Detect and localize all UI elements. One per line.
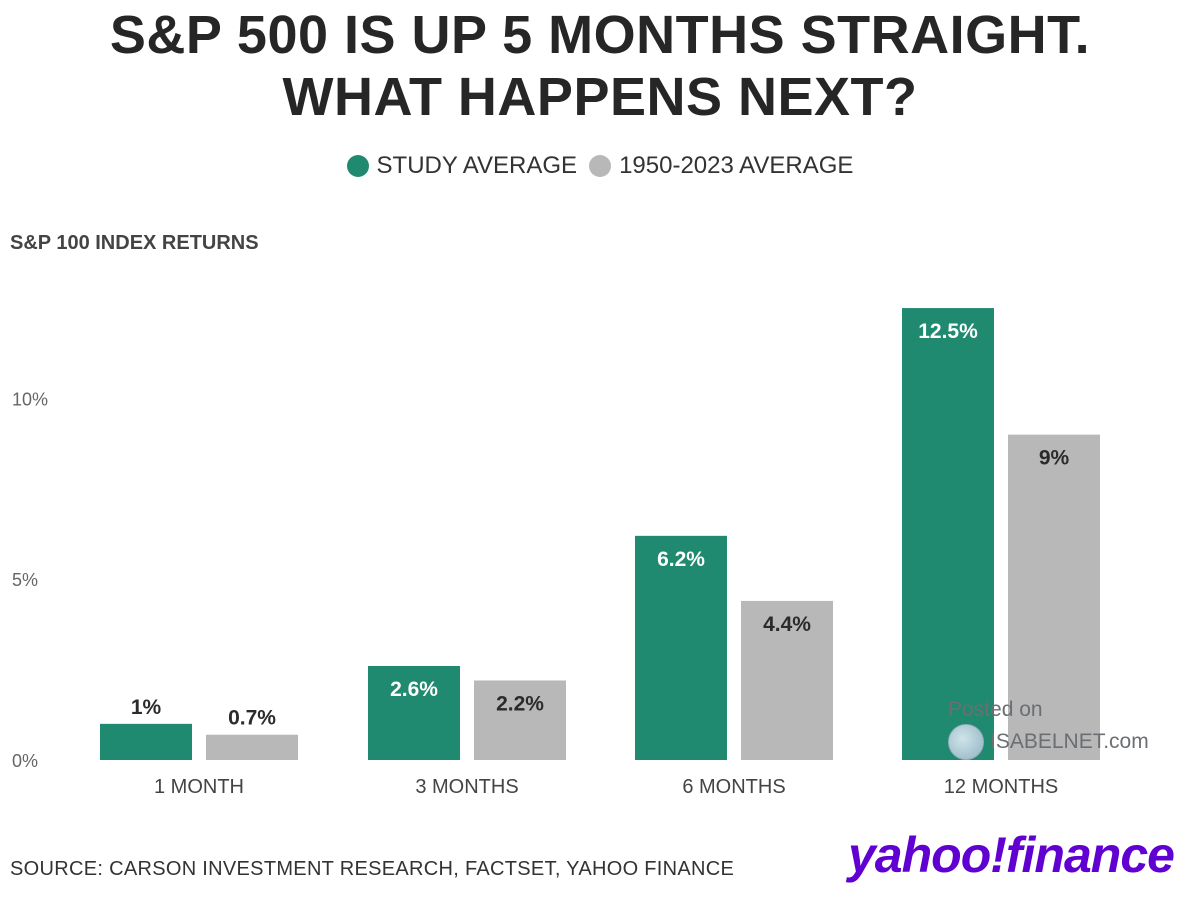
- bar-study-1: [368, 666, 460, 760]
- bar-historical-1: [474, 680, 566, 760]
- chart-subtitle: S&P 100 INDEX RETURNS: [10, 232, 259, 254]
- data-label: 4.4%: [763, 613, 811, 636]
- legend: STUDY AVERAGE 1950-2023 AVERAGE: [0, 152, 1200, 180]
- watermark: Posted on ISABELNET.com: [948, 696, 1149, 760]
- data-label: 6.2%: [657, 548, 705, 571]
- legend-label-study: STUDY AVERAGE: [376, 152, 578, 179]
- bar-study-0: [100, 723, 192, 760]
- x-tick-label: 6 MONTHS: [682, 776, 785, 798]
- watermark-posted-on: Posted on: [948, 698, 1043, 721]
- bar-historical-2: [741, 600, 833, 760]
- y-tick-label: 0%: [12, 751, 38, 771]
- title-line-2: WHAT HAPPENS NEXT?: [282, 67, 918, 127]
- data-label: 0.7%: [228, 707, 276, 730]
- legend-swatch-study: [346, 155, 369, 177]
- data-label: 1%: [131, 696, 162, 719]
- data-label: 12.5%: [918, 320, 978, 343]
- watermark-site: ISABELNET.com: [990, 730, 1149, 753]
- bar-study-2: [635, 535, 727, 760]
- chart-title: S&P 500 IS UP 5 MONTHS STRAIGHT. WHAT HA…: [0, 4, 1200, 128]
- data-label: 2.6%: [390, 678, 438, 701]
- bar-historical-3: [1008, 434, 1100, 760]
- source-note: SOURCE: CARSON INVESTMENT RESEARCH, FACT…: [10, 858, 735, 880]
- y-tick-label: 10%: [12, 389, 48, 409]
- legend-item-historical: 1950-2023 AVERAGE: [589, 152, 853, 180]
- legend-swatch-historical: [589, 155, 612, 177]
- bar-study-3: [902, 308, 994, 760]
- x-tick-label: 12 MONTHS: [944, 776, 1058, 798]
- isabelnet-logo-icon: [948, 724, 984, 760]
- bar-historical-0: [206, 734, 298, 760]
- data-label: 9%: [1039, 447, 1070, 470]
- yahoo-finance-logo: yahoo!finance: [848, 827, 1175, 883]
- x-tick-label: 1 MONTH: [154, 776, 244, 798]
- x-tick-label: 3 MONTHS: [415, 776, 518, 798]
- legend-item-study: STUDY AVERAGE: [346, 152, 578, 180]
- legend-label-historical: 1950-2023 AVERAGE: [619, 152, 854, 179]
- y-tick-label: 5%: [12, 570, 38, 590]
- data-label: 2.2%: [496, 692, 544, 715]
- bar-chart: 0% 5% 10% 1% 2.6% 6.2% 12.5% 0.7% 2.2% 4.4% 9% 1 MO…: [12, 308, 1100, 798]
- title-line-1: S&P 500 IS UP 5 MONTHS STRAIGHT.: [109, 5, 1091, 65]
